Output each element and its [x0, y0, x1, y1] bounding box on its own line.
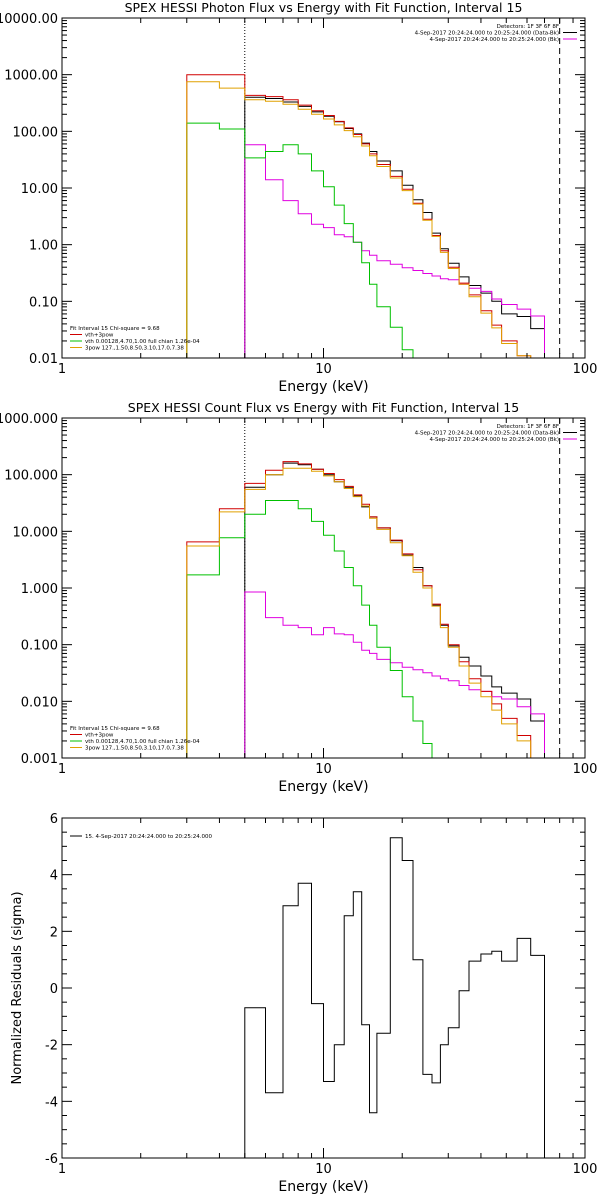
y-tick-label: 0.10: [29, 295, 58, 310]
series-line: [244, 144, 545, 358]
series-line: [186, 122, 414, 358]
x-tick-label: 10: [315, 1162, 332, 1177]
chart-title: SPEX HESSI Photon Flux vs Energy with Fi…: [125, 0, 523, 15]
y-tick-label: 1000.000: [0, 412, 58, 427]
y-tick-label: -6: [45, 1152, 58, 1167]
legend-entry: vth+3pow: [85, 333, 114, 339]
plot-frame: [61, 17, 586, 359]
x-tick-label: 100: [573, 762, 598, 777]
y-tick-label: 1.000: [21, 582, 58, 597]
y-tick-label: 1.00: [29, 239, 58, 254]
y-tick-label: -2: [45, 1039, 58, 1054]
series-line: [186, 467, 532, 758]
legend-entry: 15. 4-Sep-2017 20:24:24.000 to 20:25:24.…: [85, 834, 212, 840]
legend-entry: vth+3pow: [85, 733, 114, 739]
x-axis-label: Energy (keV): [278, 779, 368, 795]
legend-entry: Fit Interval 15 Chi-square = 9.68: [70, 726, 160, 732]
series-line: [244, 462, 545, 758]
x-tick-label: 10: [315, 362, 332, 377]
y-tick-label: 1000.00: [4, 69, 58, 84]
x-tick-label: 100: [573, 362, 598, 377]
plot-frame: [61, 817, 586, 1159]
legend-entry: 3pow 127.,1.50,8.50,3.10,17.0,7.38: [85, 346, 184, 352]
x-axis-label: Energy (keV): [278, 1179, 368, 1195]
x-tick-label: 1: [58, 762, 66, 777]
legend-entry: 3pow 127.,1.50,8.50,3.10,17.0,7.38: [85, 746, 184, 752]
legend-entry: Fit Interval 15 Chi-square = 9.68: [70, 326, 160, 332]
series-line: [244, 837, 545, 1158]
y-tick-label: 0.100: [21, 639, 58, 654]
y-tick-label: 0.010: [21, 695, 58, 710]
y-tick-label: 100.000: [4, 469, 58, 484]
legend-entry: vth 0.00128,4.70,1.00 full chian 1.26e-0…: [85, 339, 200, 345]
legend-entry: 4-Sep-2017 20:24:24.000 to 20:25:24.000 …: [430, 437, 560, 443]
y-tick-label: 100.00: [13, 125, 59, 140]
chart-title: SPEX HESSI Count Flux vs Energy with Fit…: [128, 400, 519, 415]
y-tick-label: 0: [50, 982, 58, 997]
legend-entry: 4-Sep-2017 20:24:24.000 to 20:25:24.000 …: [415, 31, 559, 37]
series-line: [244, 96, 545, 358]
series-line: [186, 461, 532, 758]
y-tick-label: 10.000: [13, 525, 59, 540]
x-tick-label: 100: [573, 1162, 598, 1177]
series-line: [186, 81, 532, 358]
x-axis-label: Energy (keV): [278, 379, 368, 395]
series-line: [244, 591, 545, 758]
legend-entry: Detectors: 1F 3F 6F 8F: [497, 424, 559, 430]
x-tick-label: 10: [315, 762, 332, 777]
series-line: [186, 74, 532, 358]
legend-entry: 4-Sep-2017 20:24:24.000 to 20:25:24.000 …: [415, 431, 559, 437]
y-tick-label: 10.00: [21, 182, 58, 197]
y-tick-label: 6: [50, 812, 58, 827]
series-line: [186, 500, 433, 758]
y-tick-label: 2: [50, 925, 58, 940]
y-tick-label: -4: [45, 1095, 58, 1110]
legend-entry: Detectors: 1F 3F 6F 8F: [497, 24, 559, 30]
y-tick-label: 10000.00: [0, 12, 58, 27]
x-tick-label: 1: [58, 1162, 66, 1177]
y-tick-label: 0.001: [21, 752, 58, 767]
x-tick-label: 1: [58, 362, 66, 377]
y-tick-label: 0.01: [29, 352, 58, 367]
legend-entry: 4-Sep-2017 20:24:24.000 to 20:25:24.000 …: [430, 37, 560, 43]
y-tick-label: 4: [50, 869, 58, 884]
y-axis-label: Normalized Residuals (sigma): [10, 891, 25, 1084]
legend-entry: vth 0.00128,4.70,1.00 full chian 1.26e-0…: [85, 739, 200, 745]
